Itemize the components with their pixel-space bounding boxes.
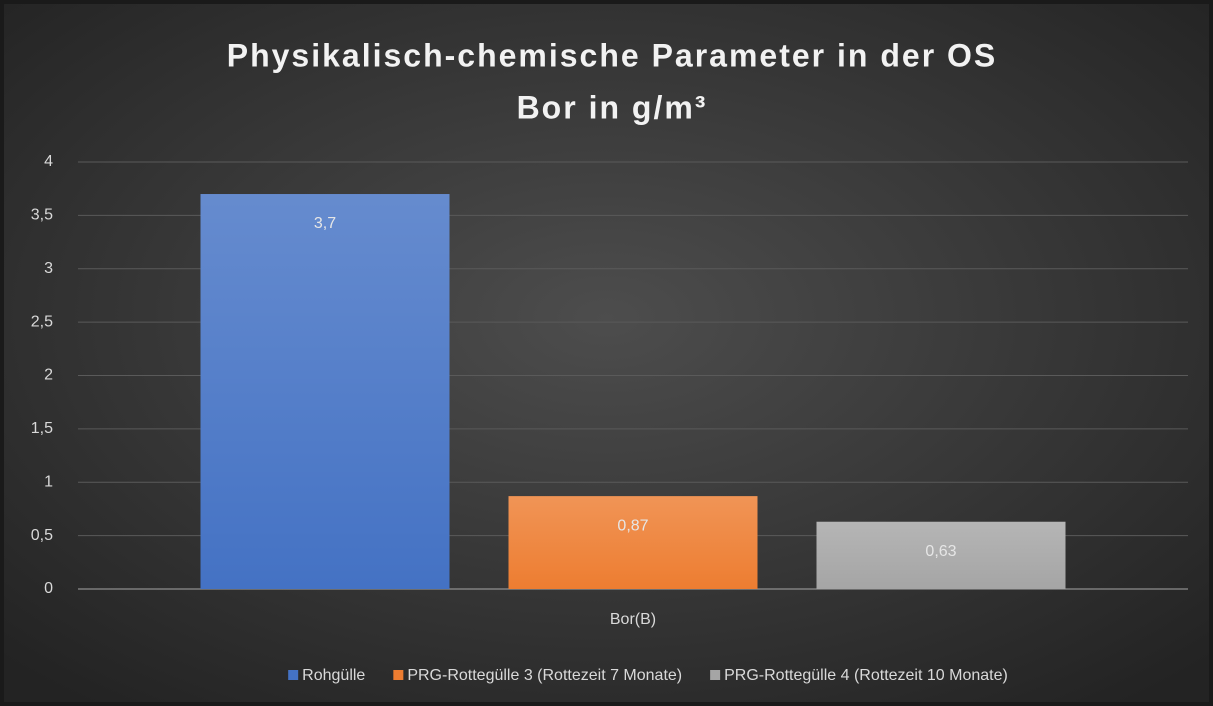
- chart-title: Physikalisch-chemische Parameter in der …: [227, 37, 998, 73]
- legend-label: PRG-Rottegülle 4 (Rottezeit 10 Monate): [724, 667, 1008, 684]
- x-tick-label: Bor(B): [610, 611, 656, 628]
- legend-label: PRG-Rottegülle 3 (Rottezeit 7 Monate): [407, 667, 682, 684]
- bar: [200, 194, 450, 589]
- y-tick-label: 0: [44, 580, 53, 597]
- y-tick-label: 2,5: [31, 313, 53, 330]
- legend-swatch: [710, 670, 721, 680]
- legend-swatch: [288, 670, 299, 680]
- bar: [508, 496, 758, 589]
- data-label: 3,7: [314, 215, 336, 232]
- data-label: 0,87: [617, 517, 648, 534]
- y-tick-label: 0,5: [31, 527, 53, 544]
- data-label: 0,63: [925, 543, 956, 560]
- y-tick-label: 3: [44, 260, 53, 277]
- y-tick-label: 4: [44, 153, 53, 170]
- legend-label: Rohgülle: [302, 667, 365, 684]
- y-tick-label: 1: [44, 473, 53, 490]
- y-tick-label: 2: [44, 367, 53, 384]
- legend-swatch: [393, 670, 404, 680]
- y-tick-label: 3,5: [31, 207, 53, 224]
- y-tick-label: 1,5: [31, 420, 53, 437]
- chart-subtitle: Bor in g/m³: [517, 89, 708, 125]
